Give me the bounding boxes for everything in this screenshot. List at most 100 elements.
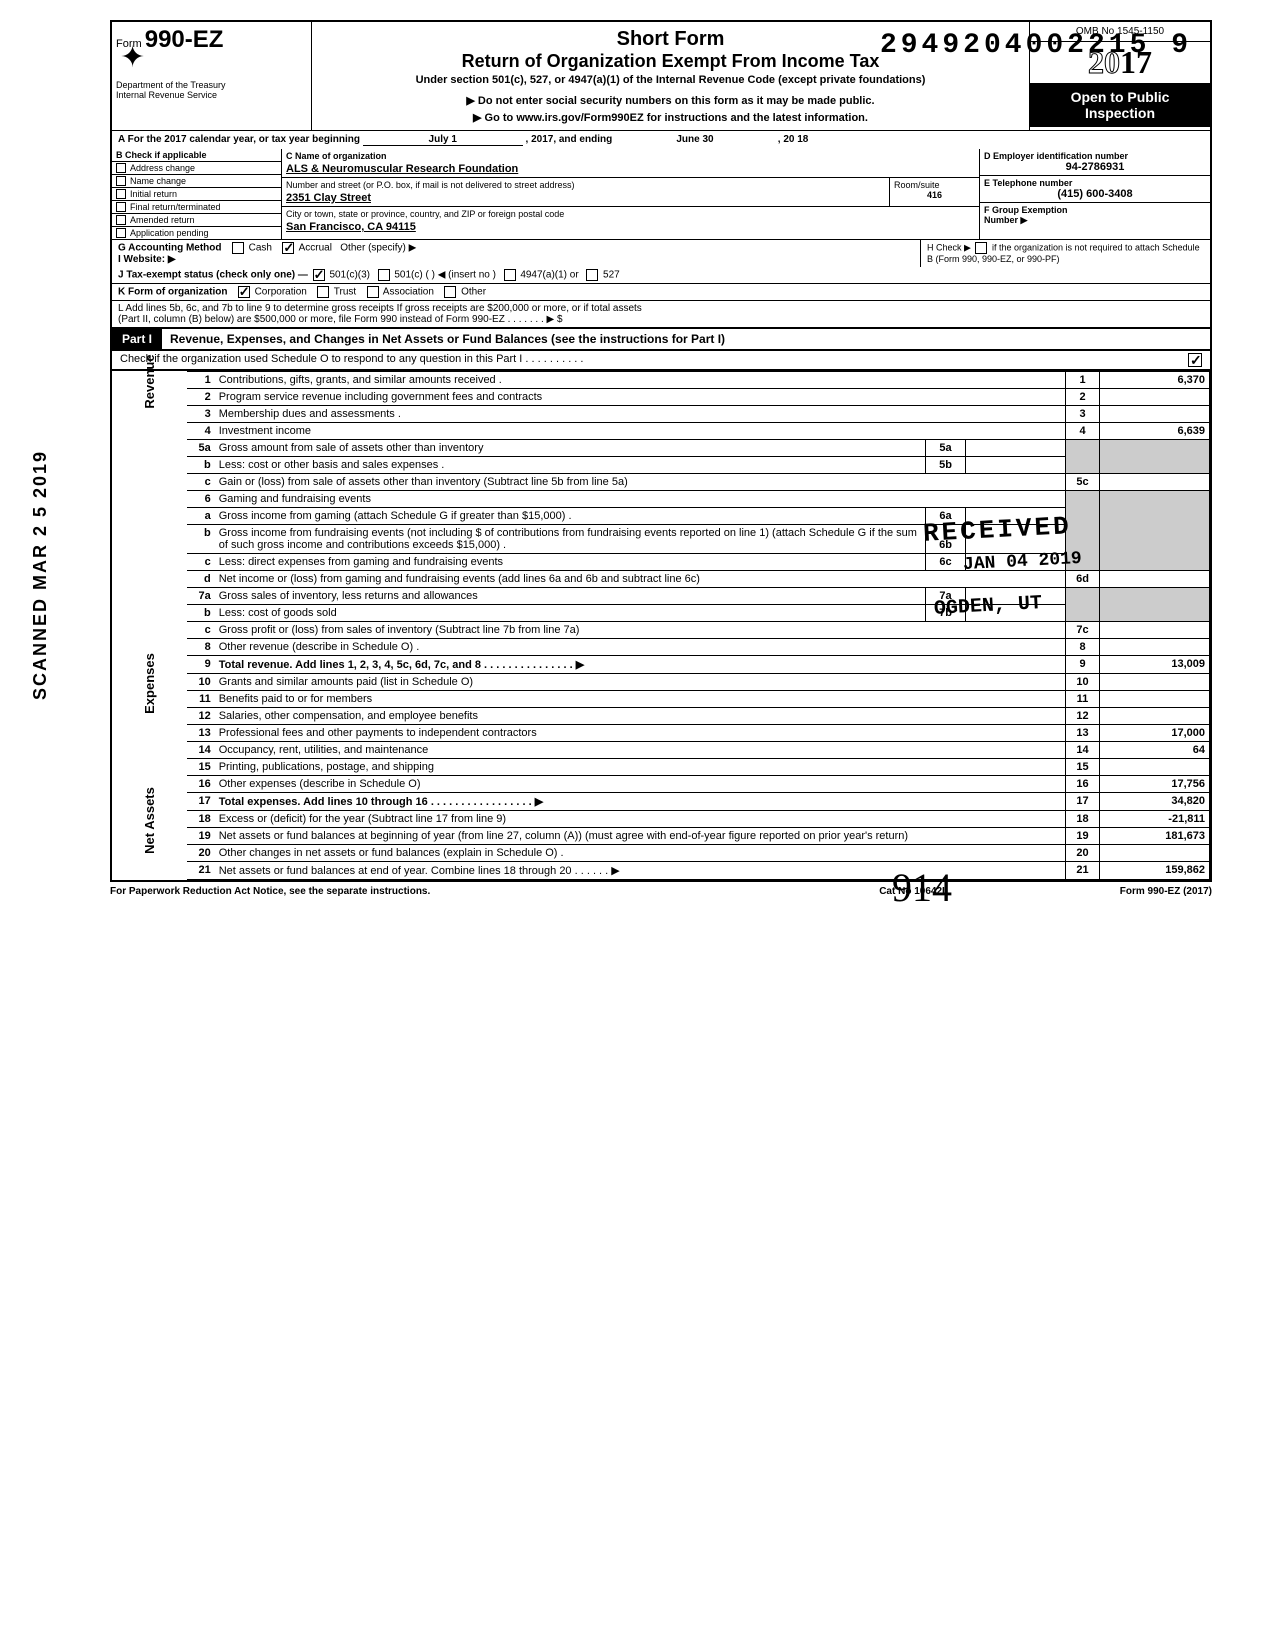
- check-trust[interactable]: [317, 286, 329, 298]
- room-number[interactable]: 416: [894, 190, 975, 200]
- line-4-col: 4: [1066, 423, 1100, 440]
- line-11-col: 11: [1066, 691, 1100, 708]
- line-3-val[interactable]: [1100, 406, 1210, 423]
- line-1-val[interactable]: 6,370: [1100, 372, 1210, 389]
- check-association[interactable]: [367, 286, 379, 298]
- line-16-desc: Other expenses (describe in Schedule O): [215, 776, 1066, 793]
- check-address-change[interactable]: Address change: [112, 162, 281, 175]
- line-17-val[interactable]: 34,820: [1100, 793, 1210, 811]
- part1-title: Revenue, Expenses, and Changes in Net As…: [162, 329, 1210, 349]
- check-name-change[interactable]: Name change: [112, 175, 281, 188]
- addr-label: Number and street (or P.O. box, if mail …: [282, 178, 889, 192]
- line-1-col: 1: [1066, 372, 1100, 389]
- check-cash[interactable]: [232, 242, 244, 254]
- line-5a-subval[interactable]: [966, 440, 1066, 457]
- line-5b-subval[interactable]: [966, 457, 1066, 474]
- line-2-val[interactable]: [1100, 389, 1210, 406]
- check-4947[interactable]: [504, 269, 516, 281]
- line-3-num: 3: [187, 406, 215, 423]
- city-state-zip[interactable]: San Francisco, CA 94115: [282, 221, 979, 235]
- line-7c-val[interactable]: [1100, 622, 1210, 639]
- line-7b-num: b: [187, 605, 215, 622]
- line-5b-num: b: [187, 457, 215, 474]
- ein[interactable]: 94-2786931: [984, 161, 1206, 173]
- line-11-val[interactable]: [1100, 691, 1210, 708]
- form-number: 990-EZ: [145, 26, 224, 53]
- line-7a-subval[interactable]: [966, 588, 1066, 605]
- col-c-org-info: C Name of organization ALS & Neuromuscul…: [282, 149, 980, 239]
- check-501c3[interactable]: [313, 269, 325, 281]
- line-6c-desc: Less: direct expenses from gaming and fu…: [215, 554, 926, 571]
- line-2-desc: Program service revenue including govern…: [215, 389, 1066, 406]
- line-9-num: 9: [187, 656, 215, 674]
- line-7c-desc: Gross profit or (loss) from sales of inv…: [215, 622, 1066, 639]
- line-5c-num: c: [187, 474, 215, 491]
- row-j: J Tax-exempt status (check only one) — 5…: [110, 267, 1212, 284]
- line-19-num: 19: [187, 828, 215, 845]
- year-end[interactable]: June 30: [615, 134, 775, 145]
- check-other-org[interactable]: [444, 286, 456, 298]
- street-address[interactable]: 2351 Clay Street: [282, 192, 889, 206]
- line-15-val[interactable]: [1100, 759, 1210, 776]
- col-b-checkboxes: B Check if applicable Address change Nam…: [112, 149, 282, 239]
- city-label: City or town, state or province, country…: [282, 207, 979, 221]
- check-501c[interactable]: [378, 269, 390, 281]
- check-initial-return[interactable]: Initial return: [112, 188, 281, 201]
- org-name[interactable]: ALS & Neuromuscular Research Foundation: [282, 163, 979, 178]
- line-8-desc: Other revenue (describe in Schedule O) .: [215, 639, 1066, 656]
- year-begin[interactable]: July 1: [363, 134, 523, 146]
- line-18-num: 18: [187, 811, 215, 828]
- line-14-val[interactable]: 64: [1100, 742, 1210, 759]
- row-g: G Accounting Method Cash Accrual Other (…: [118, 242, 914, 254]
- line-4-val[interactable]: 6,639: [1100, 423, 1210, 440]
- telephone[interactable]: (415) 600-3408: [984, 188, 1206, 200]
- open-public: Open to PublicInspection: [1030, 83, 1210, 127]
- check-527[interactable]: [586, 269, 598, 281]
- check-corporation[interactable]: [238, 286, 250, 298]
- line-13-col: 13: [1066, 725, 1100, 742]
- line-6c-subval[interactable]: [966, 554, 1066, 571]
- check-schedule-b[interactable]: [975, 242, 987, 254]
- line-21-val[interactable]: 159,862: [1100, 862, 1210, 880]
- line-6a-subval[interactable]: [966, 508, 1066, 525]
- scanned-stamp: SCANNED MAR 2 5 2019: [30, 450, 51, 700]
- part1-check-o: Check if the organization used Schedule …: [110, 351, 1212, 371]
- line-14-col: 14: [1066, 742, 1100, 759]
- ein-label: D Employer identification number: [984, 151, 1206, 161]
- line-20-val[interactable]: [1100, 845, 1210, 862]
- group-exempt-num: Number ▶: [984, 215, 1206, 226]
- line-5c-val[interactable]: [1100, 474, 1210, 491]
- line-13-val[interactable]: 17,000: [1100, 725, 1210, 742]
- line-10-num: 10: [187, 674, 215, 691]
- line-1-desc: Contributions, gifts, grants, and simila…: [219, 374, 502, 386]
- line-14-desc: Occupancy, rent, utilities, and maintena…: [215, 742, 1066, 759]
- dept-treasury: Department of the Treasury: [116, 80, 307, 90]
- check-application-pending[interactable]: Application pending: [112, 227, 281, 239]
- line-19-col: 19: [1066, 828, 1100, 845]
- line-12-val[interactable]: [1100, 708, 1210, 725]
- line-7b-subval[interactable]: [966, 605, 1066, 622]
- line-8-val[interactable]: [1100, 639, 1210, 656]
- line-16-val[interactable]: 17,756: [1100, 776, 1210, 793]
- line-6d-val[interactable]: [1100, 571, 1210, 588]
- line-15-col: 15: [1066, 759, 1100, 776]
- group-exempt-label: F Group Exemption: [984, 205, 1206, 215]
- line-18-val[interactable]: -21,811: [1100, 811, 1210, 828]
- line-6d-desc: Net income or (loss) from gaming and fun…: [215, 571, 1066, 588]
- footer-paperwork: For Paperwork Reduction Act Notice, see …: [110, 886, 812, 897]
- row-i-website: I Website: ▶: [118, 254, 914, 265]
- line-6b-desc: Gross income from fundraising events (no…: [215, 525, 926, 554]
- line-7a-num: 7a: [187, 588, 215, 605]
- line-13-desc: Professional fees and other payments to …: [215, 725, 1066, 742]
- line-9-val[interactable]: 13,009: [1100, 656, 1210, 674]
- line-6b-subval[interactable]: [966, 525, 1066, 554]
- line-8-col: 8: [1066, 639, 1100, 656]
- check-schedule-o[interactable]: [1188, 353, 1202, 367]
- check-amended-return[interactable]: Amended return: [112, 214, 281, 227]
- check-accrual[interactable]: [282, 242, 294, 254]
- check-final-return[interactable]: Final return/terminated: [112, 201, 281, 214]
- line-10-val[interactable]: [1100, 674, 1210, 691]
- line-19-val[interactable]: 181,673: [1100, 828, 1210, 845]
- footer-form: Form 990-EZ (2017): [1012, 886, 1212, 897]
- line-5a-desc: Gross amount from sale of assets other t…: [215, 440, 926, 457]
